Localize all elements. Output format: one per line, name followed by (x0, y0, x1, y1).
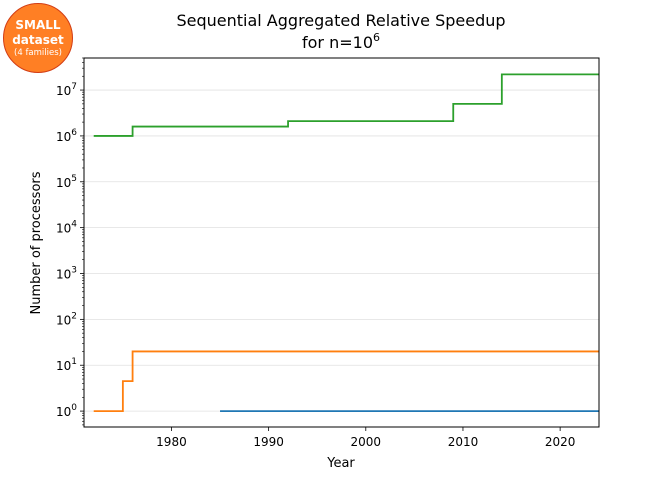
chart-title-line2: for n=106 (302, 31, 380, 52)
y-tick-label-0: 100 (56, 403, 77, 419)
y-tick-exp-0: 0 (71, 403, 77, 413)
plot-frame (83, 57, 600, 428)
x-tick-label-0: 1980 (156, 435, 187, 449)
y-tick-base-3: 10 (56, 268, 71, 282)
y-tick-exp-4: 4 (71, 220, 77, 230)
y-tick-label-2: 102 (56, 311, 77, 327)
x-tick-label-3: 2010 (448, 435, 479, 449)
y-tick-base-7: 10 (56, 84, 71, 98)
y-tick-base-0: 10 (56, 405, 71, 419)
x-tick-label-2: 2000 (351, 435, 382, 449)
x-axis-label: Year (326, 456, 355, 471)
y-tick-exp-3: 3 (71, 266, 77, 276)
series-group (93, 73, 599, 412)
y-tick-base-5: 10 (56, 176, 71, 190)
y-axis-label: Number of processors (29, 171, 44, 314)
series-line-2 (93, 73, 599, 137)
y-tick-exp-6: 6 (71, 128, 77, 138)
badge-line1: SMALL (15, 18, 61, 32)
x-axis: 1980 1990 2000 2010 2020 (156, 427, 575, 449)
badge-line2: dataset (12, 33, 64, 47)
y-tick-label-7: 107 (56, 82, 77, 98)
y-tick-base-4: 10 (56, 222, 71, 236)
x-tick-label-4: 2020 (545, 435, 576, 449)
series-line-1 (93, 350, 599, 412)
grid (84, 89, 599, 412)
badge-line3: (4 families) (14, 48, 62, 58)
y-tick-label-1: 101 (56, 357, 77, 373)
chart-title: Sequential Aggregated Relative Speedup (176, 11, 505, 30)
y-tick-exp-7: 7 (71, 82, 77, 92)
y-tick-base-1: 10 (56, 359, 71, 373)
y-tick-exp-1: 1 (71, 357, 77, 367)
y-tick-base-2: 10 (56, 313, 71, 327)
y-tick-label-4: 104 (56, 220, 77, 236)
title-line2-prefix: for n=10 (302, 33, 373, 52)
y-tick-label-6: 106 (56, 128, 77, 144)
title-line2-exponent: 6 (373, 31, 380, 44)
y-tick-exp-5: 5 (71, 174, 77, 184)
y-tick-exp-2: 2 (71, 311, 77, 321)
y-tick-label-5: 105 (56, 174, 77, 190)
small-dataset-badge: SMALL dataset (4 families) (3, 3, 73, 73)
x-tick-label-1: 1990 (253, 435, 284, 449)
y-tick-base-6: 10 (56, 130, 71, 144)
y-tick-label-3: 103 (56, 266, 77, 282)
